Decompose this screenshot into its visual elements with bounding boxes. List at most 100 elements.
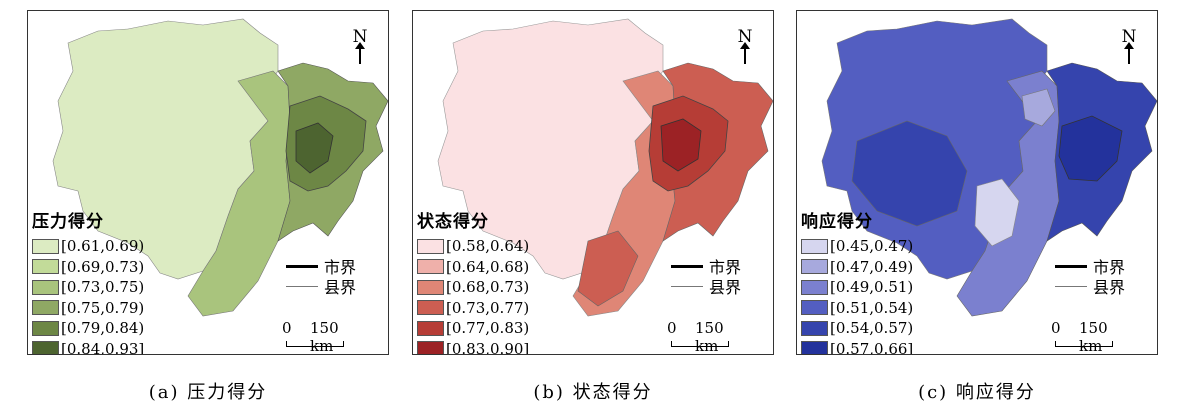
legend: 状态得分 [0.58,0.64) [0.64,0.68) [0.68,0.73)… — [417, 207, 530, 355]
legend-label: [0.57,0.66] — [830, 339, 914, 355]
region-south — [577, 230, 639, 307]
city-boundary-label: 市界 — [324, 258, 357, 277]
scale-zero: 0 — [667, 319, 677, 337]
legend-swatch — [801, 320, 828, 336]
legend-swatch — [32, 320, 59, 336]
legend-swatch — [32, 300, 59, 316]
scale-distance: 150 km — [310, 319, 339, 355]
legend-swatch — [417, 341, 444, 354]
county-boundary-line — [671, 285, 703, 287]
scale-bar: 0 150 km — [282, 319, 362, 354]
legend: 压力得分 [0.61,0.69) [0.69,0.73) [0.73,0.75)… — [32, 207, 145, 355]
legend-item: [0.57,0.66] — [801, 339, 914, 355]
scale-bar-line — [671, 341, 729, 347]
north-arrow: N — [350, 29, 370, 64]
legend-title: 状态得分 — [417, 212, 489, 232]
caption-pressure: (a) 压力得分 — [148, 382, 268, 403]
legend-item: [0.51,0.54) — [801, 298, 913, 319]
legend-swatch — [417, 259, 444, 275]
legend-label: [0.75,0.79) — [61, 298, 145, 317]
legend-item: [0.84,0.93] — [32, 339, 145, 355]
legend-swatch — [32, 279, 59, 295]
city-boundary-label: 市界 — [1093, 258, 1126, 277]
scale-bar: 0 150 km — [667, 319, 747, 354]
city-boundary-line — [1055, 264, 1087, 268]
legend: 响应得分 [0.45,0.47) [0.47,0.49) [0.49,0.51)… — [801, 207, 914, 355]
legend-swatch — [417, 279, 444, 295]
county-boundary-label: 县界 — [324, 278, 357, 297]
scale-bar: 0 150 km — [1051, 319, 1131, 354]
map-panel-pressure: N 压力得分 [0.61,0.69) [0.69,0.73) [0.73,0.7… — [27, 10, 389, 355]
scale-distance: 150 km — [1079, 319, 1108, 355]
city-boundary-label: 市界 — [709, 258, 742, 277]
legend-label: [0.73,0.75) — [61, 278, 145, 297]
scale-bar-line — [286, 341, 344, 347]
north-label: N — [1121, 27, 1137, 47]
legend-item: [0.54,0.57) — [801, 318, 913, 339]
legend-label: [0.49,0.51) — [830, 278, 914, 297]
legend-swatch — [801, 341, 828, 354]
legend-swatch — [32, 341, 59, 354]
legend-item: [0.58,0.64) — [417, 236, 529, 257]
scale-zero: 0 — [1051, 319, 1061, 337]
city-boundary-line — [286, 264, 318, 268]
legend-item: [0.47,0.49) — [801, 257, 913, 278]
province-shape — [52, 18, 388, 317]
legend-label: [0.45,0.47) — [830, 237, 914, 256]
caption-response: (c) 响应得分 — [918, 382, 1036, 403]
boundary-legend: 市界 县界 — [671, 256, 742, 297]
map-panel-response: N 响应得分 [0.45,0.47) [0.47,0.49) [0.49,0.5… — [796, 10, 1158, 355]
legend-label: [0.77,0.83) — [446, 319, 530, 338]
legend-label: [0.54,0.57) — [830, 319, 914, 338]
legend-item: [0.49,0.51) — [801, 277, 913, 298]
legend-item: [0.68,0.73) — [417, 277, 529, 298]
legend-item: [0.83,0.90] — [417, 339, 530, 355]
legend-item: [0.45,0.47) — [801, 236, 913, 257]
legend-item: [0.73,0.75) — [32, 277, 144, 298]
legend-label: [0.84,0.93] — [61, 339, 145, 355]
legend-label: [0.47,0.49) — [830, 257, 914, 276]
legend-swatch — [417, 238, 444, 254]
region-east-max — [1058, 115, 1123, 182]
legend-label: [0.83,0.90] — [446, 339, 530, 355]
scale-zero: 0 — [282, 319, 292, 337]
north-arrow-icon — [740, 42, 750, 64]
legend-item: [0.79,0.84) — [32, 318, 144, 339]
north-label: N — [352, 27, 368, 47]
boundary-legend: 市界 县界 — [1055, 256, 1126, 297]
legend-swatch — [801, 259, 828, 275]
province-shape — [437, 18, 773, 317]
county-boundary-label: 县界 — [1093, 278, 1126, 297]
legend-swatch — [417, 300, 444, 316]
county-boundary-line — [286, 285, 318, 287]
north-arrow-icon — [1124, 42, 1134, 64]
legend-swatch — [801, 279, 828, 295]
boundary-legend: 市界 县界 — [286, 256, 357, 297]
legend-item: [0.73,0.77) — [417, 298, 529, 319]
region-east-max — [295, 122, 334, 174]
city-boundary-line — [671, 264, 703, 268]
region-light — [974, 178, 1020, 247]
legend-label: [0.73,0.77) — [446, 298, 530, 317]
north-arrow-icon — [355, 42, 365, 64]
legend-item: [0.69,0.73) — [32, 257, 144, 278]
province-shape — [821, 18, 1157, 317]
scale-distance: 150 km — [695, 319, 724, 355]
legend-label: [0.69,0.73) — [61, 257, 145, 276]
legend-item: [0.75,0.79) — [32, 298, 144, 319]
county-boundary-label: 县界 — [709, 278, 742, 297]
response-choropleth-map — [821, 18, 1157, 317]
legend-label: [0.79,0.84) — [61, 319, 145, 338]
legend-title: 压力得分 — [32, 212, 104, 232]
legend-item: [0.77,0.83) — [417, 318, 529, 339]
map-panel-state: N 状态得分 [0.58,0.64) [0.64,0.68) [0.68,0.7… — [412, 10, 774, 355]
north-label: N — [737, 27, 753, 47]
state-choropleth-map — [437, 18, 773, 317]
legend-swatch — [32, 238, 59, 254]
legend-label: [0.64,0.68) — [446, 257, 530, 276]
caption-state: (b) 状态得分 — [533, 382, 653, 403]
north-arrow: N — [735, 29, 755, 64]
legend-label: [0.51,0.54) — [830, 298, 914, 317]
legend-title: 响应得分 — [801, 212, 873, 232]
legend-swatch — [801, 300, 828, 316]
